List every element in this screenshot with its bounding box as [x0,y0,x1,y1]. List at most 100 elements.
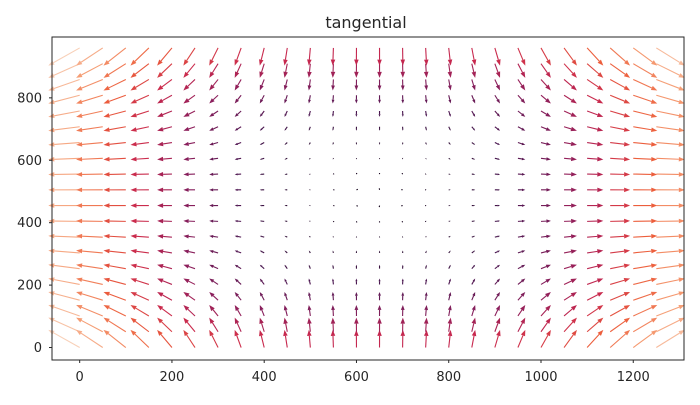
quiver-arrow-shaft [109,143,125,145]
quiver-arrow-head [103,292,109,296]
quiver-arrow-head [496,99,500,104]
quiver-arrow-shaft [449,296,450,301]
quiver-arrow-head [402,129,403,131]
quiver-arrow-head [597,172,603,177]
quiver-arrow-shaft [82,79,103,88]
quiver-arrow-shaft [136,95,149,101]
quiver-arrow-shaft [518,48,523,60]
quiver-arrow-head [651,292,657,296]
quiver-arrow-head [426,129,427,131]
quiver-arrow-head [521,128,525,131]
quiver-arrow-head [546,219,551,222]
quiver-arrow-shaft [310,127,311,129]
quiver-arrow-shaft [109,321,126,332]
quiver-arrow-shaft [656,48,679,62]
quiver-arrow-head [235,220,238,222]
quiver-arrow-head [260,174,262,176]
quiver-arrow-shaft [310,111,311,114]
quiver-arrow-shaft [633,158,651,159]
quiver-arrow-shaft [564,127,571,129]
quiver-arrow-shaft [237,336,241,348]
quiver-arrow-shaft [449,252,450,253]
quiver-arrow-head [157,157,163,162]
quiver-arrow-shaft [518,296,522,301]
quiver-arrow-head [308,100,311,104]
quiver-arrow-head [331,85,335,90]
quiver-arrow-shaft [541,95,546,100]
quiver-arrow-shaft [238,127,242,129]
quiver-arrow-shaft [163,158,172,159]
quiver-arrow-shaft [163,127,172,129]
quiver-arrow-head [624,278,630,282]
quiver-arrow-head [183,127,189,131]
quiver-arrow-shaft [449,324,450,332]
quiver-arrow-head [130,142,136,147]
quiver-arrow-head [48,157,54,162]
quiver-arrow-head [571,142,577,146]
quiver-arrow-head [378,305,382,310]
quiver-arrow-head [103,99,109,103]
quiver-arrow-shaft [238,158,242,159]
quiver-arrow-shaft [136,266,149,269]
quiver-arrow-shaft [81,64,102,75]
quiver-arrow-shaft [633,333,652,347]
quiver-arrow-head [545,279,550,283]
quiver-arrow-head [76,100,82,104]
quiver-arrow-head [284,85,288,90]
x-tick-label: 1200 [617,370,650,385]
quiver-arrow-shaft [633,251,651,253]
quiver-arrow-shaft [262,296,264,301]
quiver-arrow-shaft [587,48,599,61]
quiver-arrow-shaft [163,251,172,252]
quiver-arrow-shaft [212,48,218,60]
quiver-arrow-head [259,330,263,336]
quiver-arrow-head [103,172,109,177]
quiver-arrow-head [520,84,525,90]
quiver-arrow-head [76,203,82,208]
quiver-arrow-shaft [472,296,474,301]
quiver-arrow-shaft [262,79,264,85]
quiver-arrow-head [571,188,577,192]
quiver-arrow-shaft [518,79,522,85]
quiver-arrow-shaft [449,143,450,144]
quiver-arrow-shaft [541,267,546,269]
quiver-arrow-shaft [109,64,126,75]
quiver-arrow-head [285,114,287,117]
quiver-arrow-head [209,318,214,324]
quiver-arrow-shaft [426,64,427,72]
quiver-arrow-shaft [213,267,218,269]
quiver-arrow-shaft [610,308,625,316]
quiver-arrow-head [379,158,380,160]
quiver-arrow-head [285,174,287,175]
quiver-arrow-head [624,157,630,162]
quiver-arrow-head [235,204,238,206]
quiver-arrow-head [546,142,551,145]
quiver-arrow-shaft [286,310,288,316]
quiver-arrow-head [48,128,54,133]
quiver-arrow-head [235,189,238,191]
quiver-arrow-shaft [449,48,450,60]
quiver-arrow-shaft [262,158,264,159]
quiver-arrow-head [103,203,109,208]
quiver-arrow-head [448,99,451,103]
quiver-arrow-shaft [188,95,195,100]
quiver-arrow-head [235,84,240,90]
quiver-arrow-head [624,219,630,224]
quiver-arrow-shaft [564,252,571,253]
quiver-arrow-shaft [610,158,624,159]
quiver-arrow-shaft [54,293,80,300]
quiver-arrow-head [545,113,550,117]
quiver-arrow-head [130,305,136,310]
quiver-arrow-shaft [238,267,242,269]
quiver-arrow-head [285,189,287,190]
quiver-arrow-shaft [610,251,624,253]
quiver-arrow-shaft [286,127,288,129]
quiver-arrow-head [103,249,109,254]
quiver-arrow-head [48,277,54,281]
quiver-arrow-head [597,203,603,208]
quiver-arrow-head [183,250,189,254]
quiver-arrow-head [624,264,630,268]
quiver-arrow-shaft [213,111,218,114]
quiver-arrow-shaft [495,79,498,85]
quiver-arrow-shaft [564,143,571,144]
